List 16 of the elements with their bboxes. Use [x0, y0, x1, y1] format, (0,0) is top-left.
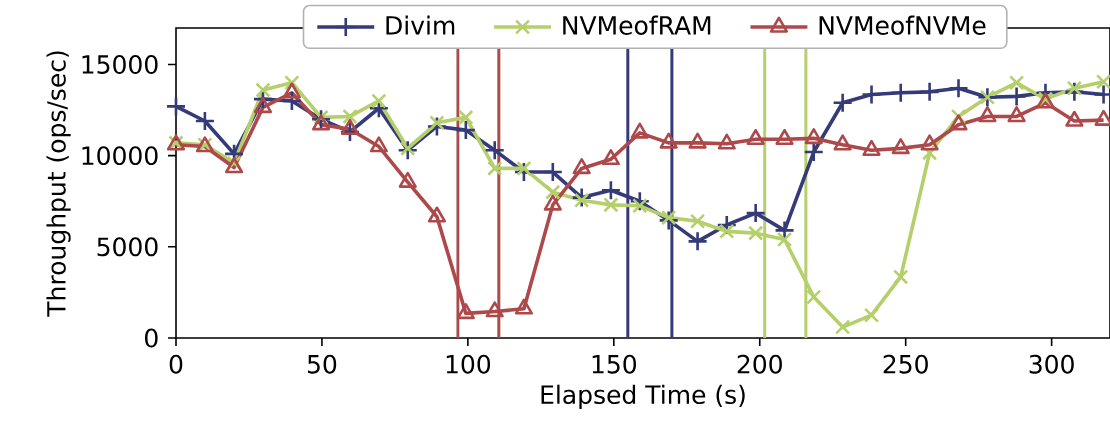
y-tick-label: 0	[145, 328, 158, 348]
y-axis-title: Throughput (ops/sec)	[46, 51, 71, 317]
x-tick-label: 250	[883, 354, 928, 374]
x-tick-label: 100	[446, 354, 491, 374]
x-tick-label: 300	[1029, 354, 1074, 374]
x-axis-title: Elapsed Time (s)	[541, 384, 745, 409]
x-tick-label: 0	[169, 354, 183, 374]
legend-label: NVMeofNVMe	[819, 15, 986, 35]
y-tick-label: 15000	[82, 55, 158, 74]
x-tick-label: 50	[307, 354, 337, 374]
x-tick-label: 200	[737, 354, 782, 374]
x-tick-label: 150	[592, 354, 636, 374]
y-tick-label: 10000	[82, 146, 158, 166]
y-tick-label: 5000	[97, 237, 158, 257]
legend-label: Divim	[386, 15, 455, 35]
legend-label: NVMeofRAM	[563, 15, 711, 35]
